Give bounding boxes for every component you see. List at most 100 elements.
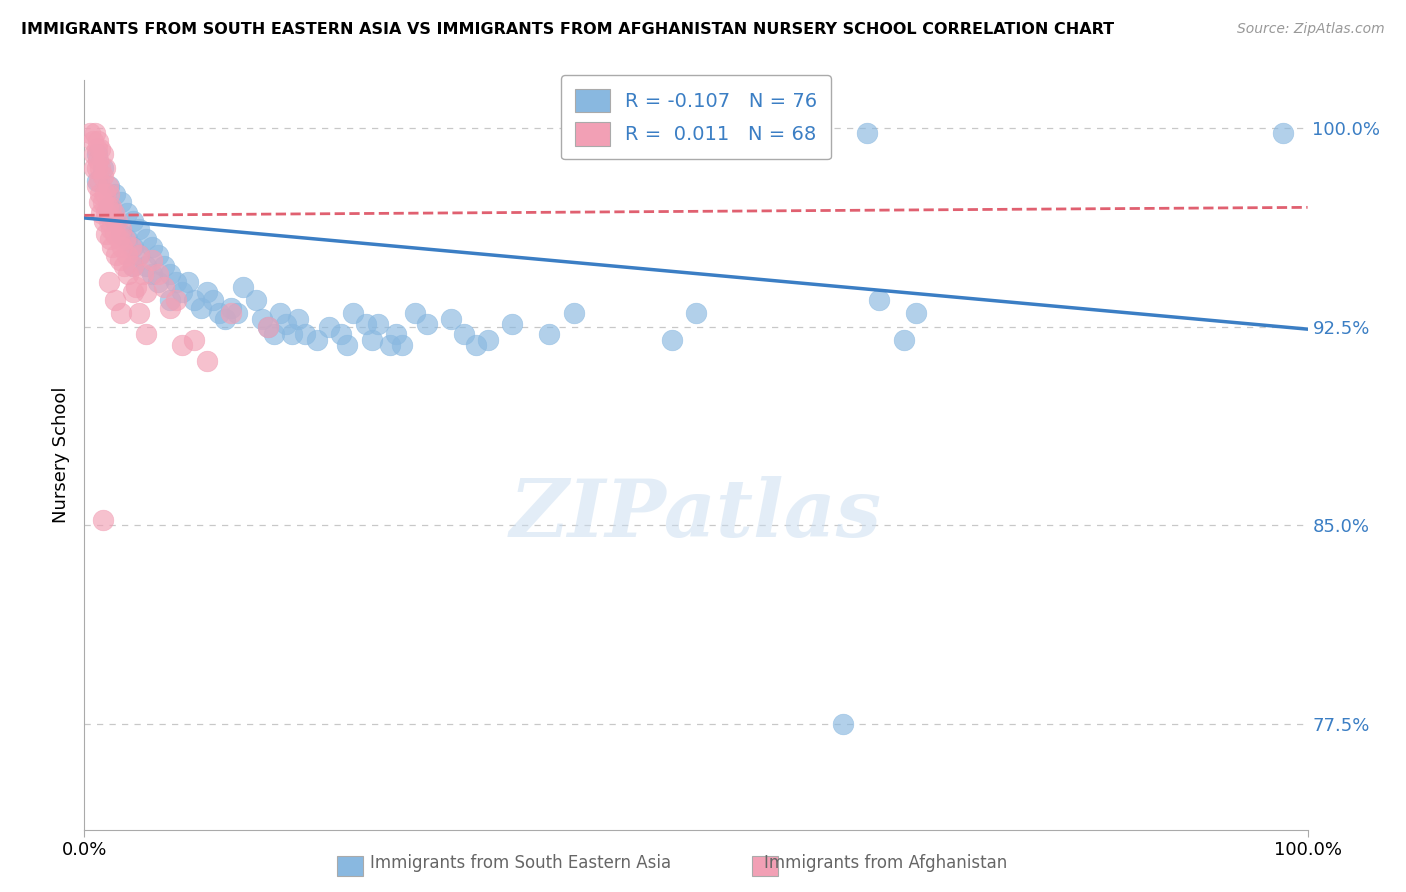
- Point: [294, 327, 316, 342]
- Point: [84, 126, 107, 140]
- Point: [281, 327, 304, 342]
- Point: [101, 240, 124, 254]
- Point: [893, 333, 915, 347]
- Point: [100, 200, 122, 214]
- Point: [354, 317, 377, 331]
- Point: [93, 213, 115, 227]
- Point: [105, 213, 128, 227]
- Point: [110, 221, 132, 235]
- Point: [165, 275, 187, 289]
- Point: [91, 195, 114, 210]
- Point: [97, 200, 120, 214]
- Point: [183, 293, 205, 307]
- Point: [128, 306, 150, 320]
- Point: [905, 306, 928, 320]
- Point: [153, 259, 176, 273]
- Point: [115, 232, 138, 246]
- Point: [128, 248, 150, 262]
- Point: [385, 327, 408, 342]
- Point: [117, 267, 139, 281]
- Point: [112, 259, 135, 273]
- Point: [208, 306, 231, 320]
- Point: [464, 338, 486, 352]
- Point: [103, 205, 125, 219]
- Point: [257, 319, 280, 334]
- Point: [153, 280, 176, 294]
- Point: [141, 253, 163, 268]
- Point: [97, 187, 120, 202]
- Point: [219, 301, 242, 315]
- Point: [146, 248, 169, 262]
- Point: [114, 232, 136, 246]
- Point: [91, 513, 114, 527]
- Text: ZIPatlas: ZIPatlas: [510, 476, 882, 554]
- Point: [263, 327, 285, 342]
- Point: [91, 147, 114, 161]
- Point: [159, 267, 181, 281]
- Point: [135, 327, 157, 342]
- Text: Immigrants from South Eastern Asia: Immigrants from South Eastern Asia: [370, 855, 671, 872]
- Point: [89, 187, 111, 202]
- Point: [367, 317, 389, 331]
- Point: [91, 161, 114, 175]
- Point: [100, 221, 122, 235]
- Point: [807, 126, 830, 140]
- Point: [685, 306, 707, 320]
- Point: [122, 259, 145, 273]
- Point: [122, 259, 145, 273]
- Point: [146, 275, 169, 289]
- Point: [257, 319, 280, 334]
- Point: [97, 200, 120, 214]
- Text: IMMIGRANTS FROM SOUTH EASTERN ASIA VS IMMIGRANTS FROM AFGHANISTAN NURSERY SCHOOL: IMMIGRANTS FROM SOUTH EASTERN ASIA VS IM…: [21, 22, 1114, 37]
- Point: [330, 327, 353, 342]
- Point: [269, 306, 291, 320]
- Point: [562, 306, 585, 320]
- Point: [86, 174, 108, 188]
- Point: [104, 187, 127, 202]
- Point: [172, 285, 194, 299]
- Point: [453, 327, 475, 342]
- Point: [201, 293, 224, 307]
- Point: [416, 317, 439, 331]
- Point: [87, 195, 110, 210]
- Point: [110, 227, 132, 241]
- Point: [856, 126, 879, 140]
- Point: [502, 317, 524, 331]
- Point: [115, 205, 138, 219]
- Point: [159, 301, 181, 315]
- Point: [91, 169, 114, 183]
- Point: [360, 333, 382, 347]
- Point: [135, 259, 157, 273]
- Point: [831, 716, 853, 731]
- Point: [115, 248, 138, 262]
- Point: [318, 319, 340, 334]
- Point: [83, 161, 105, 175]
- Point: [305, 333, 328, 347]
- Point: [86, 147, 108, 161]
- Point: [477, 333, 499, 347]
- Point: [82, 134, 104, 148]
- Point: [177, 275, 200, 289]
- Point: [183, 333, 205, 347]
- Point: [104, 293, 127, 307]
- Point: [245, 293, 267, 307]
- Point: [172, 338, 194, 352]
- Y-axis label: Nursery School: Nursery School: [52, 386, 70, 524]
- Point: [232, 280, 254, 294]
- Point: [97, 179, 120, 194]
- Point: [89, 161, 111, 175]
- Point: [538, 327, 561, 342]
- Point: [141, 267, 163, 281]
- Point: [110, 195, 132, 210]
- Point: [105, 248, 128, 262]
- Point: [104, 213, 127, 227]
- Point: [98, 232, 121, 246]
- Legend: R = -0.107   N = 76, R =  0.011   N = 68: R = -0.107 N = 76, R = 0.011 N = 68: [561, 75, 831, 160]
- Text: Source: ZipAtlas.com: Source: ZipAtlas.com: [1237, 22, 1385, 37]
- Point: [214, 311, 236, 326]
- Point: [195, 285, 218, 299]
- Point: [226, 306, 249, 320]
- Point: [391, 338, 413, 352]
- Point: [97, 213, 120, 227]
- Point: [87, 174, 110, 188]
